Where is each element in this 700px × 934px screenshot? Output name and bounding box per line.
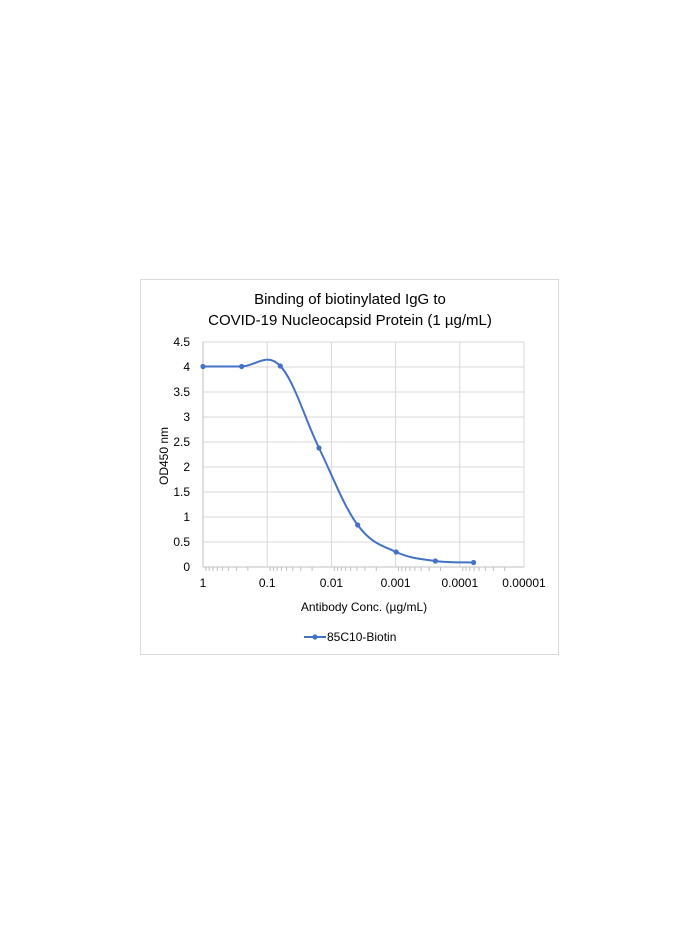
y-tick-label: 0 bbox=[183, 560, 190, 574]
x-tick-label: 0.0001 bbox=[441, 576, 478, 590]
legend: 85C10-Biotin bbox=[304, 630, 396, 644]
data-point bbox=[470, 559, 477, 566]
x-axis-title: Antibody Conc. (µg/mL) bbox=[301, 600, 427, 614]
data-point bbox=[277, 363, 283, 369]
y-tick-label: 0.5 bbox=[173, 535, 190, 549]
legend-label: 85C10-Biotin bbox=[327, 630, 396, 644]
data-point bbox=[200, 363, 206, 370]
y-axis-title: OD450 nm bbox=[157, 427, 171, 485]
x-tick-label: 0.1 bbox=[259, 576, 276, 590]
data-point bbox=[239, 363, 245, 370]
y-tick-label: 4 bbox=[183, 360, 190, 374]
y-tick-label: 1 bbox=[183, 510, 190, 524]
chart-title-line-2: COVID-19 Nucleocapsid Protein (1 µg/mL) bbox=[208, 312, 492, 329]
data-point bbox=[355, 522, 361, 528]
data-point bbox=[432, 558, 438, 564]
chart: Binding of biotinylated IgG to COVID-19 … bbox=[157, 291, 546, 644]
x-tick-label: 0.001 bbox=[381, 576, 411, 590]
legend-marker bbox=[312, 634, 318, 640]
x-tick-label: 0.00001 bbox=[502, 576, 546, 590]
y-tick-label: 3.5 bbox=[173, 385, 190, 399]
y-tick-label: 3 bbox=[183, 410, 190, 424]
x-tick-label: 0.01 bbox=[320, 576, 344, 590]
chart-title-line-1: Binding of biotinylated IgG to bbox=[254, 291, 446, 308]
y-tick-label: 2.5 bbox=[173, 435, 190, 449]
data-point bbox=[316, 445, 322, 451]
y-tick-label: 4.5 bbox=[173, 335, 190, 349]
chart-frame: Binding of biotinylated IgG to COVID-19 … bbox=[140, 279, 559, 655]
y-tick-label: 2 bbox=[183, 460, 190, 474]
data-point bbox=[393, 549, 399, 555]
x-tick-label: 1 bbox=[200, 576, 207, 590]
y-tick-label: 1.5 bbox=[173, 485, 190, 499]
series-line bbox=[202, 358, 474, 564]
